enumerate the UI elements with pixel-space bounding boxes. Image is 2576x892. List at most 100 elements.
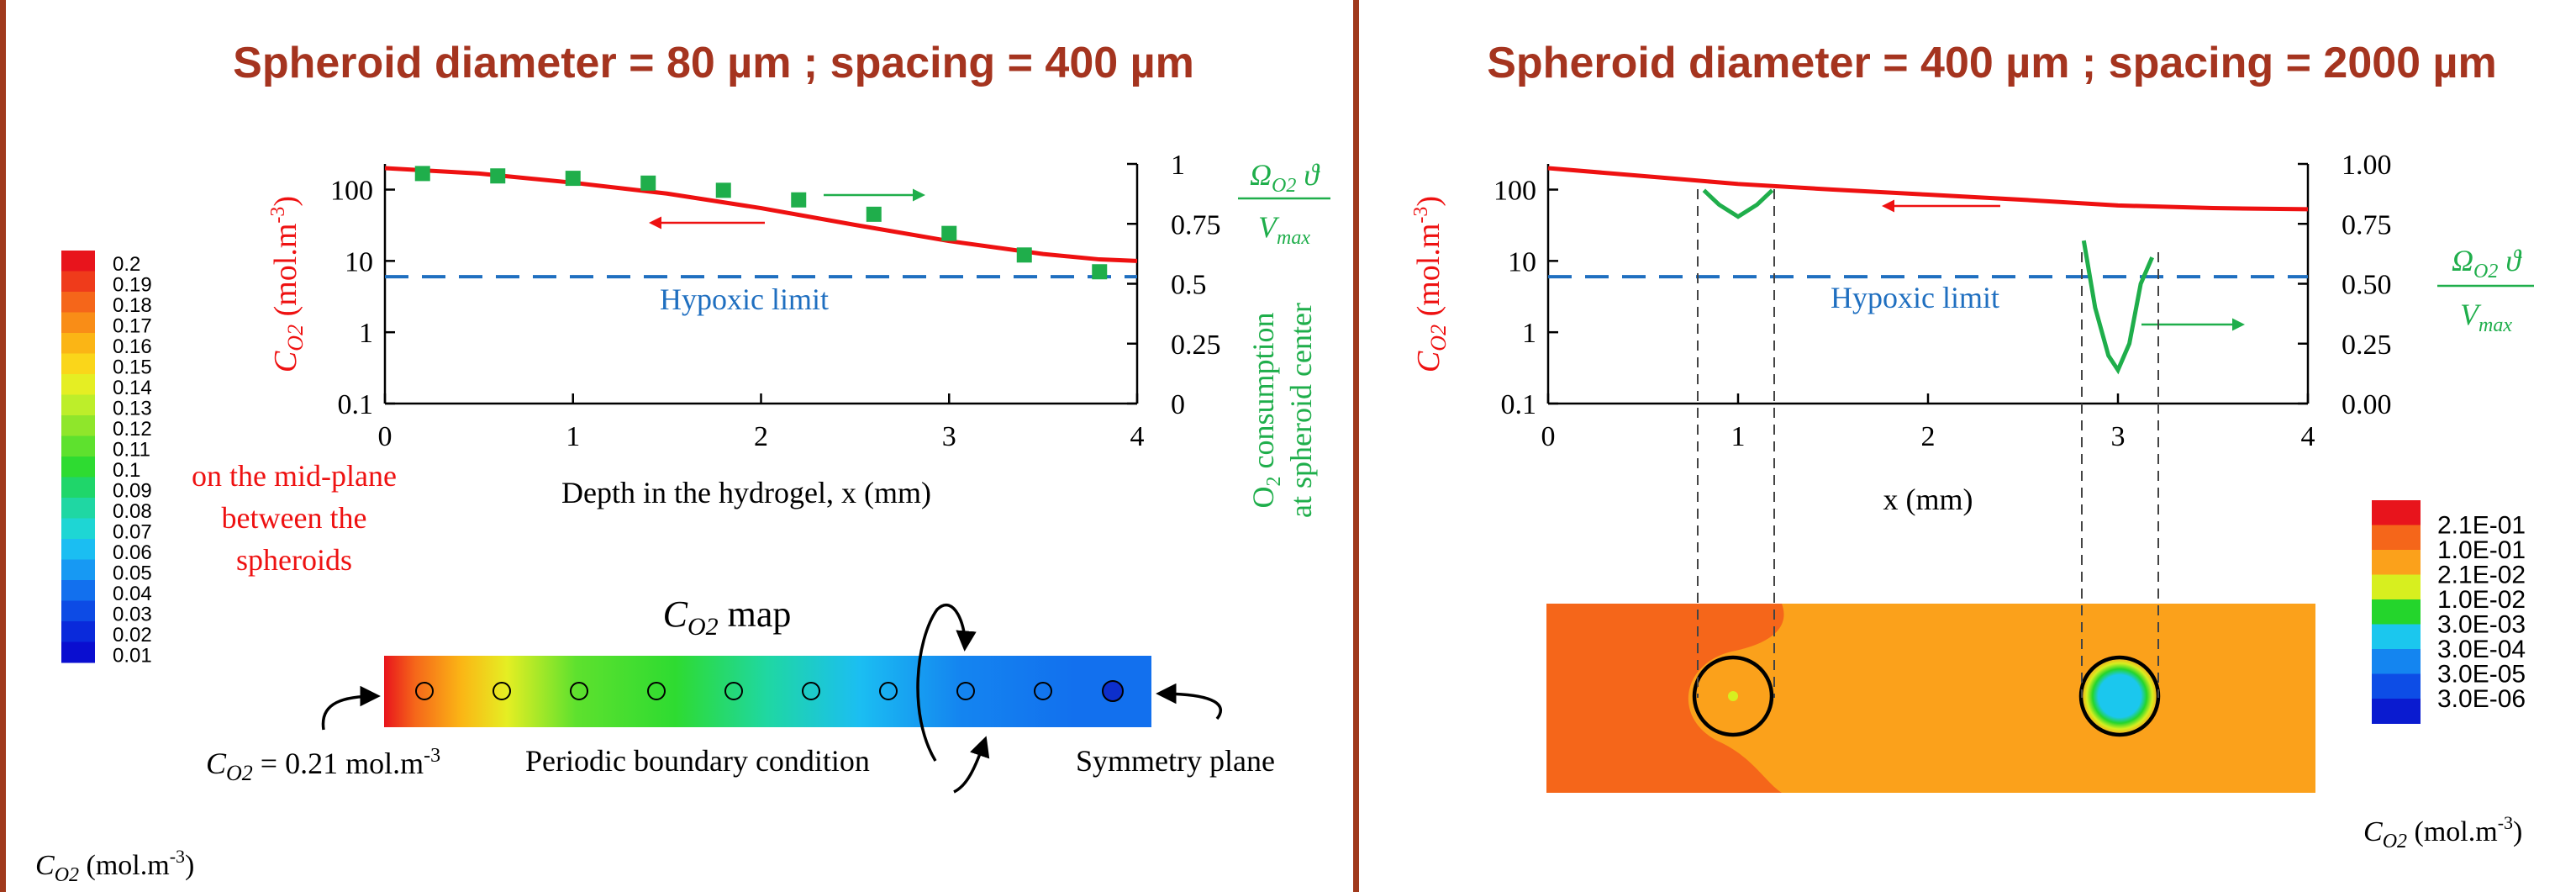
periodic-boundary-label: Periodic boundary condition bbox=[525, 744, 870, 778]
right-colorbar-swatch bbox=[2372, 624, 2421, 650]
left-map-spheroid bbox=[647, 682, 666, 700]
left-colorbar-tick: 0.13 bbox=[113, 398, 152, 420]
left-colorbar-tick: 0.08 bbox=[113, 500, 152, 523]
right-colorbar-tick: 2.1E-01 bbox=[2437, 512, 2526, 540]
right-consumption-curve-2 bbox=[2081, 240, 2154, 375]
left-chart: 0 1 2 3 4 0.1 1 10 100 0 0.25 0.5 0.75 1 bbox=[330, 150, 1221, 452]
symmetry-plane-label: Symmetry plane bbox=[1076, 744, 1275, 778]
left-colorbar-swatch bbox=[61, 580, 95, 601]
right-panel-title: Spheroid diameter = 400 µm ; spacing = 2… bbox=[1487, 39, 2497, 87]
o2-consumption-label: O2 consumption bbox=[1246, 313, 1285, 509]
right-y-tick-label: 100 bbox=[1493, 176, 1536, 207]
left-x-tick-label: 2 bbox=[754, 421, 768, 452]
right-colorbar-tick: 2.1E-02 bbox=[2437, 562, 2526, 589]
left-colorbar-tick: 0.04 bbox=[113, 583, 152, 605]
right-x-tick-label: 1 bbox=[1731, 421, 1746, 452]
right-colorbar-swatch bbox=[2372, 550, 2421, 575]
right-colorbar-tick: 1.0E-01 bbox=[2437, 536, 2526, 564]
right-colorbar-swatch bbox=[2372, 574, 2421, 600]
left-colorbar-tick: 0.02 bbox=[113, 624, 152, 647]
left-colorbar-swatch bbox=[61, 621, 95, 642]
right-y2-tick-label: 0.00 bbox=[2342, 389, 2392, 420]
left-consumption-marker bbox=[1092, 264, 1108, 280]
right-colorbar-tick: 3.0E-03 bbox=[2437, 611, 2526, 639]
left-colorbar-tick: 0.11 bbox=[113, 439, 150, 462]
right-y2-tick-label: 0.50 bbox=[2342, 270, 2392, 301]
left-colorbar-label: CO2 (mol.m-3) bbox=[35, 846, 194, 886]
left-colorbar-swatch bbox=[61, 641, 95, 663]
right-colorbar-tick: 1.0E-02 bbox=[2437, 586, 2526, 614]
right-x-tick-label: 4 bbox=[2301, 421, 2315, 452]
right-y-axis-label: CO2 (mol.m-3) bbox=[1410, 196, 1451, 372]
panel-divider bbox=[1353, 0, 1359, 892]
left-x-axis-label: Depth in the hydrogel, x (mm) bbox=[561, 476, 931, 509]
left-colorbar-tick: 0.16 bbox=[113, 335, 152, 358]
left-map-spheroid bbox=[802, 682, 820, 700]
right-hypoxic-limit-label: Hypoxic limit bbox=[1831, 281, 1999, 314]
boundary-arrow-left bbox=[321, 685, 381, 731]
left-colorbar-tick: 0.15 bbox=[113, 356, 152, 379]
right-chart: 0 1 2 3 4 0.1 1 10 100 0.00 0.25 0.50 0.75 1.00 bbox=[1493, 150, 2392, 452]
left-colorbar-swatch bbox=[61, 600, 95, 622]
left-concentration-curve bbox=[384, 166, 1138, 263]
left-y-axis-label: CO2 (mol.m-3) bbox=[267, 196, 308, 372]
left-colorbar-tick: 0.07 bbox=[113, 521, 152, 544]
left-map-spheroid bbox=[724, 682, 743, 700]
left-map-spheroid bbox=[1034, 682, 1052, 700]
left-x-tick-label: 3 bbox=[942, 421, 956, 452]
left-colorbar-swatch bbox=[61, 518, 95, 540]
left-colorbar-swatch bbox=[61, 435, 95, 457]
left-colorbar-tick: 0.1 bbox=[113, 459, 140, 482]
left-colorbar-swatch bbox=[61, 374, 95, 395]
svg-text:ΩO2 ϑ: ΩO2 ϑ bbox=[2452, 244, 2522, 282]
left-map-spheroid bbox=[956, 682, 975, 700]
left-colorbar-tick: 0.2 bbox=[113, 253, 140, 276]
left-colorbar-swatch bbox=[61, 333, 95, 354]
left-map-last-spheroid bbox=[1102, 680, 1124, 702]
left-colorbar-swatch bbox=[61, 394, 95, 416]
left-colorbar-swatch bbox=[61, 271, 95, 293]
left-consumption-marker bbox=[715, 182, 731, 198]
left-hypoxic-limit-label: Hypoxic limit bbox=[660, 282, 829, 316]
left-consumption-marker bbox=[941, 225, 957, 241]
symmetry-arrow bbox=[1156, 683, 1222, 720]
left-colorbar-swatch bbox=[61, 415, 95, 436]
right-x-tick-label: 3 bbox=[2111, 421, 2126, 452]
left-colorbar-swatch bbox=[61, 251, 95, 272]
left-consumption-marker bbox=[565, 171, 581, 187]
right-y2-tick-label: 0.25 bbox=[2342, 330, 2392, 361]
right-concentration-map bbox=[1546, 604, 2315, 793]
left-y2-tick-label: 0.25 bbox=[1171, 330, 1221, 361]
left-y-tick-label: 1 bbox=[359, 318, 373, 349]
right-colorbar-swatch bbox=[2372, 699, 2421, 724]
right-y-tick-label: 10 bbox=[1508, 246, 1536, 277]
left-colorbar-swatch bbox=[61, 353, 95, 375]
left-map-title: CO2 map bbox=[663, 594, 792, 641]
left-border bbox=[0, 0, 6, 892]
mid-plane-note-2: between the bbox=[222, 501, 367, 535]
left-consumption-marker bbox=[791, 192, 807, 208]
left-map-spheroid bbox=[879, 682, 898, 700]
left-x-tick-label: 0 bbox=[378, 421, 392, 452]
left-colorbar-tick: 0.06 bbox=[113, 541, 152, 564]
left-x-tick-label: 4 bbox=[1130, 421, 1145, 452]
left-y2-tick-label: 1 bbox=[1171, 150, 1185, 181]
right-y2-axis-label: ΩO2 ϑ Vmax bbox=[2437, 244, 2534, 336]
right-x-axis-label: x (mm) bbox=[1883, 483, 1973, 516]
right-y2-tick-label: 1.00 bbox=[2342, 150, 2392, 181]
right-colorbar-swatch bbox=[2372, 599, 2421, 625]
left-map-spheroid bbox=[415, 682, 434, 700]
left-y-tick-label: 10 bbox=[345, 246, 373, 277]
right-colorbar: 2.1E-011.0E-012.1E-021.0E-023.0E-03 3.0E-… bbox=[2372, 500, 2526, 724]
right-colorbar-tick: 3.0E-06 bbox=[2437, 685, 2526, 713]
right-map-spheroid-1-core bbox=[1728, 691, 1738, 701]
left-consumption-marker bbox=[1016, 247, 1032, 263]
left-y2-tick-label: 0.75 bbox=[1171, 209, 1221, 240]
left-map-spheroid bbox=[570, 682, 588, 700]
left-colorbar-tick: 0.19 bbox=[113, 274, 152, 297]
left-colorbar-swatch bbox=[61, 292, 95, 313]
left-colorbar-tick: 0.05 bbox=[113, 562, 152, 585]
left-concentration-map bbox=[384, 656, 1151, 727]
projection-lines bbox=[1697, 189, 2159, 698]
